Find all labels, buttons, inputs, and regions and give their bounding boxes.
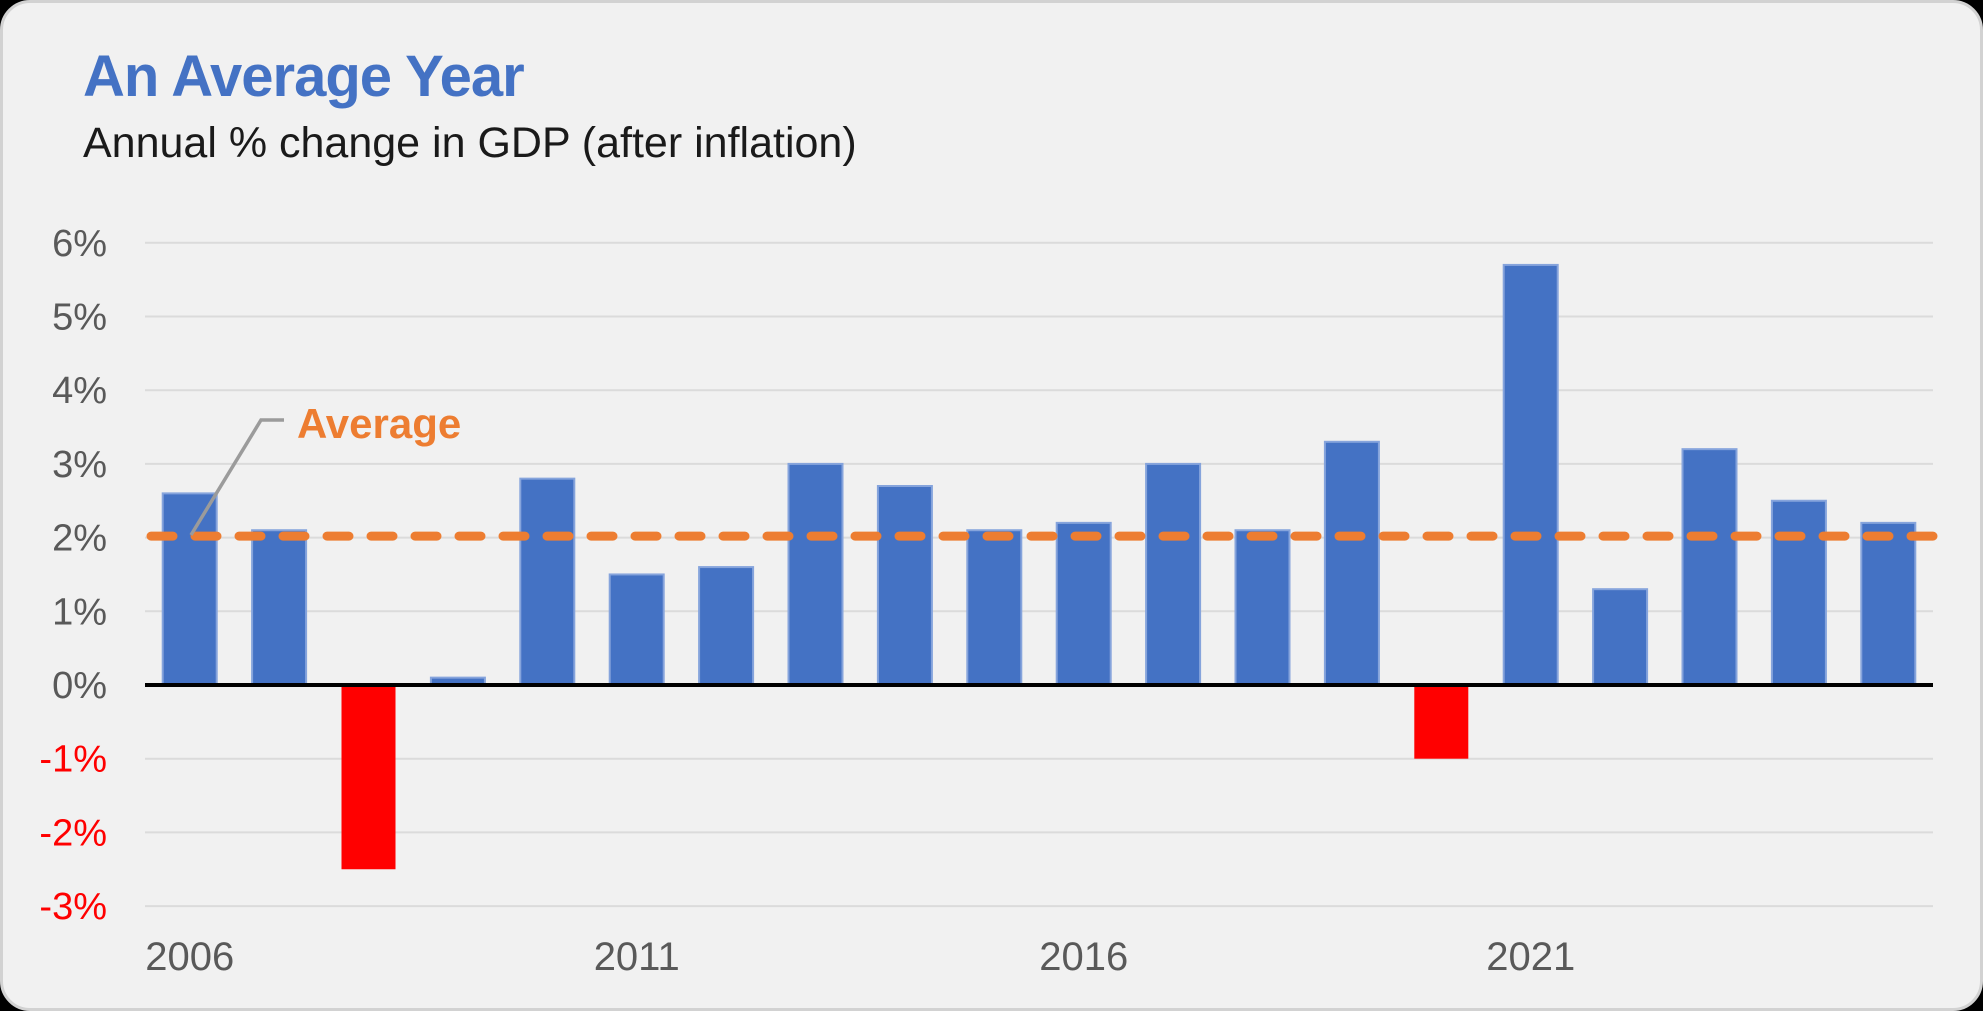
bar-2016 (1055, 521, 1112, 686)
bar-2013 (787, 462, 844, 686)
bar-2017 (1145, 462, 1202, 686)
x-axis-tick-label-2011: 2011 (594, 935, 680, 979)
bar-2020 (1414, 685, 1469, 759)
y-axis-tick-label--2%: -2% (39, 812, 107, 854)
x-axis-tick-label-2021: 2021 (1486, 935, 1575, 979)
bar-2023 (1681, 448, 1738, 686)
bar-2010 (519, 477, 576, 687)
bar-2007 (251, 529, 308, 686)
gdp-annual-change-bar-chart: 6% 5% 4% 3% 2% 1% 0% -1% -2% -3% 2006 2011 2016 2021 (39, 223, 1938, 979)
bar-2018 (1234, 529, 1291, 686)
bar-2011 (608, 573, 665, 687)
bar-2021 (1502, 263, 1559, 686)
chart-subtitle: Annual % change in GDP (after inflation) (83, 119, 857, 167)
y-axis-tick-label-6%: 6% (52, 223, 107, 265)
bar-2006 (161, 492, 218, 686)
y-axis-tick-label--1%: -1% (39, 739, 107, 781)
bar-2012 (698, 566, 755, 687)
y-axis-tick-label-5%: 5% (52, 297, 107, 339)
y-axis-tick-label-4%: 4% (52, 370, 107, 412)
bar-2015 (966, 529, 1023, 686)
average-leader-line (189, 418, 284, 536)
y-axis-tick-label-2%: 2% (52, 518, 107, 560)
x-axis-tick-label-2016: 2016 (1039, 935, 1128, 979)
average-line-label: Average (297, 400, 462, 447)
bar-2008 (341, 685, 396, 870)
x-axis-tick-label-2006: 2006 (145, 935, 234, 979)
y-axis-tick-label--3%: -3% (39, 886, 107, 928)
y-axis-tick-label-0%: 0% (52, 665, 107, 707)
bar-2022 (1592, 588, 1649, 686)
bar-2024 (1770, 499, 1827, 686)
bar-2014 (876, 485, 933, 687)
y-axis-tick-label-3%: 3% (52, 444, 107, 486)
y-axis-tick-label-1%: 1% (52, 591, 107, 633)
bar-2019 (1323, 440, 1380, 687)
bar-2025 (1860, 521, 1917, 686)
chart-title: An Average Year (83, 44, 525, 109)
